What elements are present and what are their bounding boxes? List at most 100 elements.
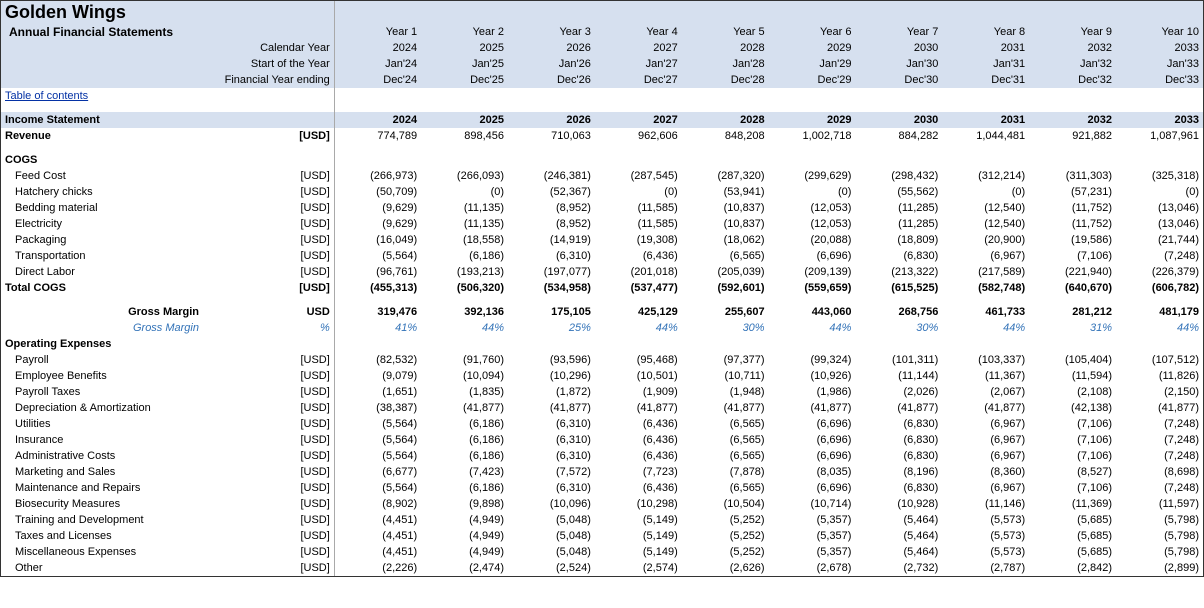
data-cell: (6,565): [682, 248, 769, 264]
data-cell: (6,565): [682, 480, 769, 496]
meta-cell: Jan'30: [855, 56, 942, 72]
unit-cell: %: [203, 320, 334, 336]
data-cell: (221,940): [1029, 264, 1116, 280]
cogs-heading: COGS: [1, 152, 334, 168]
opex-heading-row: Operating Expenses: [1, 336, 1203, 352]
line-item-row: Maintenance and Repairs[USD](5,564)(6,18…: [1, 480, 1203, 496]
meta-cell: 2024: [334, 40, 421, 56]
data-cell: (226,379): [1116, 264, 1203, 280]
unit-cell: [USD]: [203, 232, 334, 248]
data-cell: (1,835): [421, 384, 508, 400]
meta-cell: 2027: [595, 40, 682, 56]
data-cell: (2,067): [942, 384, 1029, 400]
data-cell: (5,573): [942, 544, 1029, 560]
data-cell: (5,357): [769, 512, 856, 528]
subtitle: Annual Financial Statements: [1, 24, 334, 40]
unit-cell: [USD]: [203, 560, 334, 576]
data-cell: 461,733: [942, 304, 1029, 320]
line-item-row: Biosecurity Measures[USD](8,902)(9,898)(…: [1, 496, 1203, 512]
unit-cell: [USD]: [203, 368, 334, 384]
data-cell: 255,607: [682, 304, 769, 320]
data-cell: (6,967): [942, 416, 1029, 432]
data-cell: (1,909): [595, 384, 682, 400]
meta-cell: 2025: [421, 40, 508, 56]
data-cell: (91,760): [421, 352, 508, 368]
line-item-row: Miscellaneous Expenses[USD](4,451)(4,949…: [1, 544, 1203, 560]
line-item-row: Bedding material[USD](9,629)(11,135)(8,9…: [1, 200, 1203, 216]
data-cell: (6,310): [508, 416, 595, 432]
data-cell: (8,360): [942, 464, 1029, 480]
line-item-row: Payroll Taxes[USD](1,651)(1,835)(1,872)(…: [1, 384, 1203, 400]
data-cell: (19,308): [595, 232, 682, 248]
meta-cell: Jan'26: [508, 56, 595, 72]
data-cell: (12,053): [769, 200, 856, 216]
meta-cell: Dec'32: [1029, 72, 1116, 88]
year-col: 2030: [855, 112, 942, 128]
data-cell: (5,252): [682, 512, 769, 528]
data-cell: (5,464): [855, 528, 942, 544]
data-cell: (6,310): [508, 480, 595, 496]
data-cell: 1,087,961: [1116, 128, 1203, 144]
line-item-label: Hatchery chicks: [1, 184, 203, 200]
meta-cell: 2032: [1029, 40, 1116, 56]
data-cell: (10,837): [682, 200, 769, 216]
data-cell: (19,586): [1029, 232, 1116, 248]
line-item-label: Taxes and Licenses: [1, 528, 203, 544]
meta-cell: 2026: [508, 40, 595, 56]
data-cell: (5,685): [1029, 544, 1116, 560]
data-cell: (6,186): [421, 416, 508, 432]
data-cell: (6,967): [942, 448, 1029, 464]
line-item-row: Feed Cost[USD](266,973)(266,093)(246,381…: [1, 168, 1203, 184]
unit-cell: [USD]: [203, 464, 334, 480]
data-cell: (5,564): [334, 416, 421, 432]
data-cell: (11,594): [1029, 368, 1116, 384]
data-cell: (537,477): [595, 280, 682, 296]
line-item-row: Transportation[USD](5,564)(6,186)(6,310)…: [1, 248, 1203, 264]
data-cell: (9,898): [421, 496, 508, 512]
line-item-label: Biosecurity Measures: [1, 496, 203, 512]
data-cell: (11,752): [1029, 200, 1116, 216]
data-cell: (101,311): [855, 352, 942, 368]
data-cell: 921,882: [1029, 128, 1116, 144]
data-cell: (8,196): [855, 464, 942, 480]
data-cell: (20,900): [942, 232, 1029, 248]
data-cell: (5,357): [769, 544, 856, 560]
data-cell: (107,512): [1116, 352, 1203, 368]
data-cell: 44%: [421, 320, 508, 336]
line-item-row: Depreciation & Amortization[USD](38,387)…: [1, 400, 1203, 416]
unit-cell: [USD]: [203, 432, 334, 448]
data-cell: (10,296): [508, 368, 595, 384]
unit-cell: [USD]: [203, 352, 334, 368]
meta-row-calyear: Calendar Year 2024 2025 2026 2027 2028 2…: [1, 40, 1203, 56]
data-cell: (640,670): [1029, 280, 1116, 296]
year-col: 2031: [942, 112, 1029, 128]
meta-cell: Jan'33: [1116, 56, 1203, 72]
data-cell: (9,629): [334, 216, 421, 232]
data-cell: (10,501): [595, 368, 682, 384]
unit-cell: [USD]: [203, 512, 334, 528]
data-cell: (82,532): [334, 352, 421, 368]
meta-cell: Dec'24: [334, 72, 421, 88]
data-cell: (287,320): [682, 168, 769, 184]
data-cell: 31%: [1029, 320, 1116, 336]
data-cell: (11,135): [421, 216, 508, 232]
data-cell: (5,048): [508, 512, 595, 528]
data-cell: (11,367): [942, 368, 1029, 384]
meta-cell: Year 3: [508, 24, 595, 40]
data-cell: (6,186): [421, 480, 508, 496]
data-cell: (8,902): [334, 496, 421, 512]
data-cell: (6,565): [682, 448, 769, 464]
data-cell: (1,872): [508, 384, 595, 400]
toc-link[interactable]: Table of contents: [5, 90, 88, 102]
data-cell: (5,798): [1116, 528, 1203, 544]
data-cell: (2,626): [682, 560, 769, 576]
year-col: 2024: [334, 112, 421, 128]
data-cell: (606,782): [1116, 280, 1203, 296]
data-cell: (6,186): [421, 432, 508, 448]
data-cell: (5,573): [942, 528, 1029, 544]
data-cell: (10,094): [421, 368, 508, 384]
line-item-row: Taxes and Licenses[USD](4,451)(4,949)(5,…: [1, 528, 1203, 544]
data-cell: (6,436): [595, 416, 682, 432]
line-item-row: Marketing and Sales[USD](6,677)(7,423)(7…: [1, 464, 1203, 480]
data-cell: (2,787): [942, 560, 1029, 576]
